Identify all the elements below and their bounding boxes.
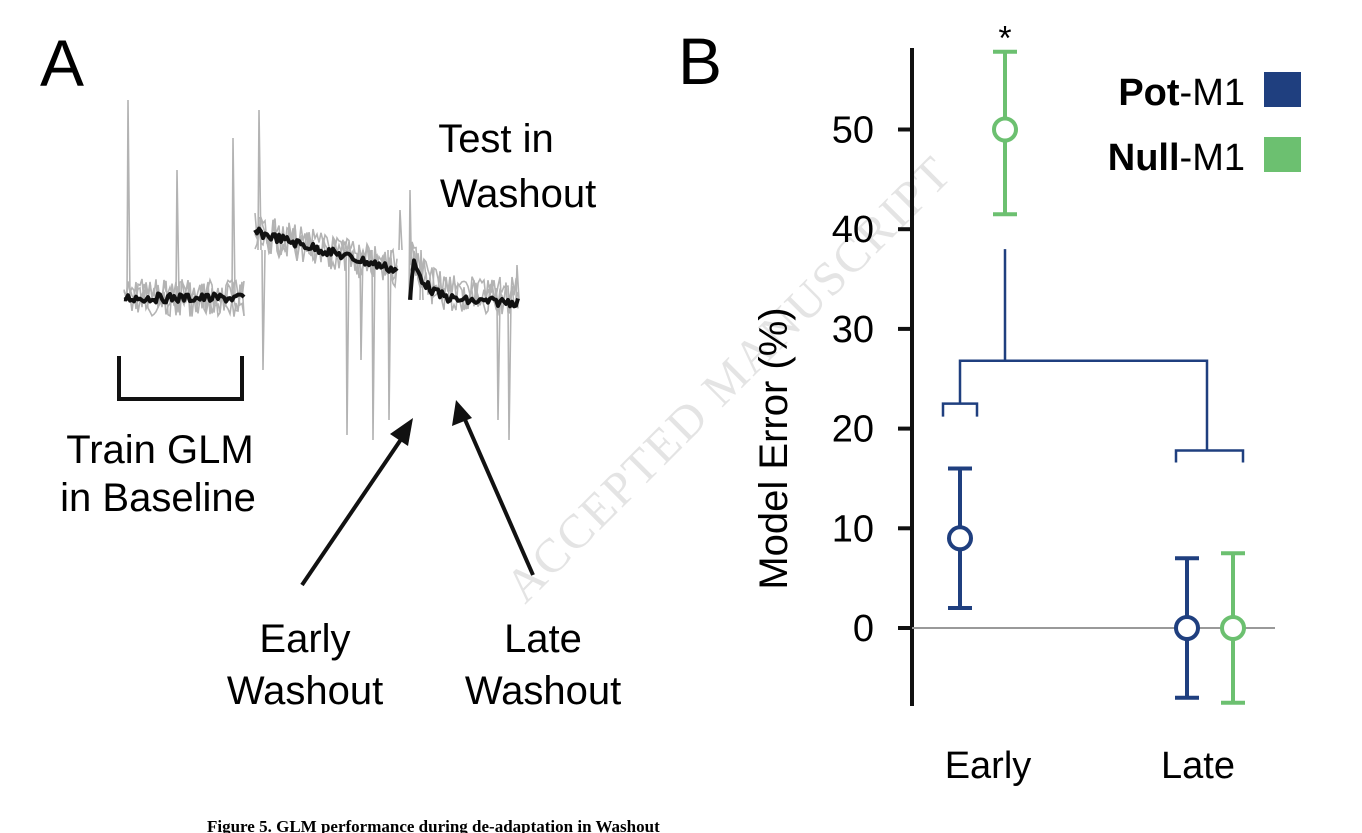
trial-spike — [261, 249, 266, 371]
y-tick-label: 30 — [832, 309, 874, 351]
legend: Pot-M1 Null-M1 — [1108, 72, 1301, 179]
train-label-line2: in Baseline — [60, 476, 256, 520]
x-tick-labels: Early Late — [945, 745, 1235, 787]
dendrogram-early-bracket — [941, 402, 979, 417]
test-label-line1: Test in — [438, 117, 554, 161]
emg-traces — [123, 99, 520, 441]
y-tick-label: 10 — [832, 508, 874, 550]
trial-spike — [175, 169, 180, 299]
panel-a-letter: A — [40, 26, 84, 100]
late-washout-label-line2: Washout — [465, 669, 621, 713]
trial-spike — [345, 249, 350, 436]
trial-trace — [409, 241, 519, 316]
x-tick-label: Late — [1161, 745, 1235, 787]
y-axis-label: Model Error (%) — [752, 307, 796, 589]
mean-marker — [947, 525, 973, 552]
error-point: * — [992, 20, 1018, 217]
trial-spike — [257, 109, 262, 251]
legend-label: Pot-M1 — [1118, 72, 1245, 114]
y-tick-label: 0 — [853, 608, 874, 650]
trial-spike — [387, 249, 392, 421]
dendrogram-late-bracket — [1174, 449, 1245, 463]
trial-spike — [515, 264, 520, 301]
trial-trace — [409, 250, 519, 317]
y-tick-label: 50 — [832, 110, 874, 152]
baseline-bracket — [117, 356, 244, 401]
early-washout-label-line1: Early — [259, 617, 350, 661]
panel-b-letter: B — [678, 24, 722, 98]
y-tick-labels: 0 10 20 30 40 50 — [832, 110, 912, 650]
trial-spike — [408, 189, 413, 301]
data-points: * — [947, 20, 1246, 705]
late-washout-arrow — [452, 400, 535, 576]
legend-label: Null-M1 — [1108, 137, 1245, 179]
mean-marker — [992, 116, 1018, 143]
dendrogram — [941, 249, 1245, 463]
error-point — [1174, 556, 1200, 700]
mean-trace — [408, 258, 520, 309]
dendrogram-link — [958, 359, 1209, 451]
late-washout-label-line1: Late — [504, 617, 582, 661]
legend-swatch — [1264, 137, 1301, 172]
mean-marker — [1174, 615, 1200, 641]
figure-caption: Figure 5. GLM performance during de-adap… — [207, 817, 660, 833]
y-tick-label: 20 — [832, 409, 874, 451]
mean-trace — [123, 291, 246, 305]
mean-trace — [253, 226, 399, 274]
trial-spike — [231, 137, 236, 299]
trial-spike — [359, 249, 364, 361]
test-label-line2: Washout — [440, 172, 596, 216]
legend-swatch — [1264, 72, 1301, 107]
trial-spike — [371, 249, 376, 441]
trial-spike — [126, 99, 131, 299]
trial-spike — [496, 299, 501, 421]
train-label-line1: Train GLM — [66, 428, 253, 472]
significance-asterisk: * — [998, 20, 1011, 58]
early-washout-label-line2: Washout — [227, 669, 383, 713]
trial-spike — [507, 299, 512, 441]
x-tick-label: Early — [945, 745, 1032, 787]
trial-trace — [123, 277, 245, 318]
trial-spike — [398, 209, 403, 251]
early-washout-arrow — [300, 418, 413, 587]
y-tick-label: 40 — [832, 209, 874, 251]
mean-marker — [1220, 615, 1246, 641]
error-point — [1220, 551, 1246, 705]
error-point — [947, 466, 973, 611]
